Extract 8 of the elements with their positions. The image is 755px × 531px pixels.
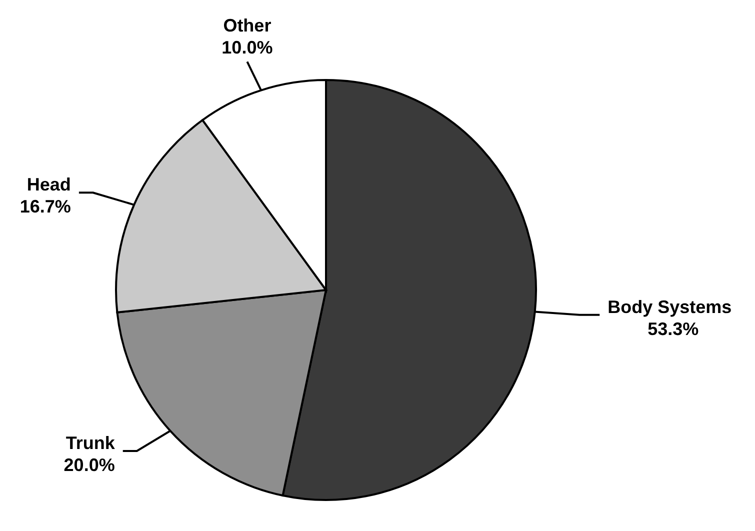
slice-label: Body Systems <box>608 296 732 317</box>
slice-label: Head <box>26 174 71 195</box>
slice-label: Trunk <box>66 432 116 453</box>
data-label: 53.3% <box>648 318 699 339</box>
slice-label: Other <box>223 16 272 36</box>
data-label: 20.0% <box>64 454 115 475</box>
data-label: 10.0% <box>222 38 273 58</box>
data-label: 16.7% <box>20 196 71 217</box>
